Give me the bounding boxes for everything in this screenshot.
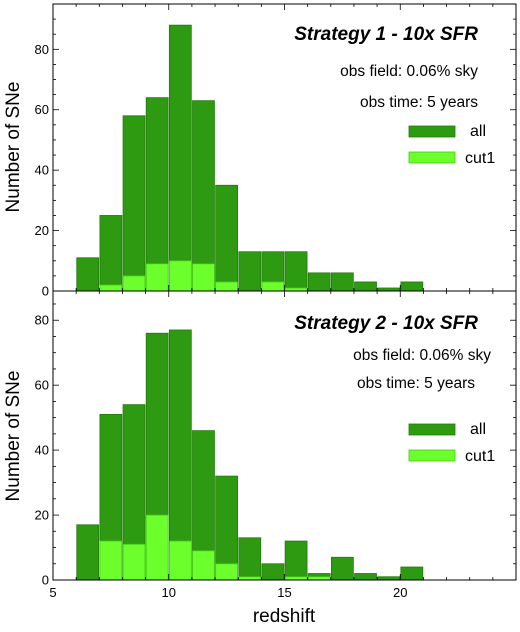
top-bar-all-7: [238, 251, 262, 292]
bottom-plot-frame: [52, 290, 517, 581]
top-bar-cut1-5: [192, 263, 215, 292]
bottom-y-tick-label: 60: [35, 378, 49, 393]
top-bar-cut1-6: [215, 281, 238, 292]
top-obs-field-note: obs field: 0.06% sky: [340, 63, 478, 80]
bottom-legend-swatch-cut1: [408, 449, 456, 462]
top-panel-title: Strategy 1 - 10x SFR: [294, 24, 478, 45]
top-bar-all-14: [400, 281, 424, 292]
top-bar-cut1-1: [99, 284, 123, 292]
top-y-tick-label: 0: [42, 284, 49, 299]
top-bar-all-6: [215, 184, 238, 292]
bottom-bar-cut1-5: [192, 550, 215, 581]
bottom-bar-all-11: [330, 556, 354, 581]
bottom-x-tick-label: 5: [49, 585, 56, 600]
bottom-legend-swatch-all: [408, 423, 456, 436]
top-y-tick-label: 80: [35, 42, 49, 57]
bottom-bar-cut1-3: [145, 514, 169, 581]
bottom-y-tick-label: 80: [35, 313, 49, 328]
top-legend-label-cut1: cut1: [465, 150, 495, 167]
bottom-bar-all-0: [76, 524, 100, 581]
bottom-bar-cut1-6: [215, 563, 238, 581]
top-plot-frame: [52, 3, 517, 292]
top-legend-swatch-cut1: [408, 151, 456, 164]
top-bar-cut1-8: [261, 281, 285, 292]
bottom-panel-title: Strategy 2 - 10x SFR: [294, 313, 478, 334]
top-bar-all-3: [145, 97, 169, 292]
top-bar-all-5: [192, 100, 215, 292]
bottom-bar-all-7: [238, 537, 262, 581]
top-bar-cut1-2: [122, 275, 146, 292]
top-y-tick-label: 60: [35, 102, 49, 117]
bottom-panel: 0 20 40 60 80 5 10 15 20: [35, 290, 517, 600]
top-bar-all-4: [168, 24, 192, 292]
bottom-bar-all-9: [284, 540, 308, 581]
bottom-bar-cut1-1: [99, 540, 123, 581]
top-bar-all-1: [99, 215, 123, 292]
bottom-legend-label-cut1: cut1: [465, 448, 495, 465]
top-bar-cut1-4: [168, 260, 192, 292]
bottom-y-tick-label: 20: [35, 508, 49, 523]
bottom-obs-field-note: obs field: 0.06% sky: [353, 347, 491, 364]
top-bar-all-9: [284, 251, 308, 292]
top-bar-all-10: [307, 272, 331, 292]
bottom-bar-all-14: [400, 566, 424, 581]
top-y-axis-title: Number of SNe: [3, 82, 24, 213]
top-y-tick-label: 40: [35, 163, 49, 178]
bottom-y-tick-label: 0: [42, 573, 49, 588]
top-obs-time-note: obs time: 5 years: [360, 94, 478, 111]
top-bar-cut1-3: [145, 263, 169, 292]
top-bar-all-2: [122, 115, 146, 292]
bottom-legend-label-all: all: [470, 421, 486, 438]
top-bar-all-11: [330, 272, 354, 292]
bottom-bar-all-8: [261, 563, 285, 581]
top-panel: 0 20 40 60 80: [35, 3, 517, 299]
top-legend-label-all: all: [470, 123, 486, 140]
bottom-y-tick-label: 40: [35, 443, 49, 458]
x-axis-title: redshift: [253, 606, 316, 627]
bottom-y-axis-title: Number of SNe: [3, 371, 24, 502]
bottom-bar-all-12: [354, 573, 377, 581]
bottom-x-tick-label: 10: [162, 585, 176, 600]
top-y-tick-label: 20: [35, 223, 49, 238]
bottom-bar-cut1-4: [168, 540, 192, 581]
bottom-x-tick-label: 20: [393, 585, 407, 600]
bottom-obs-time-note: obs time: 5 years: [357, 375, 475, 392]
bottom-x-tick-label: 15: [277, 585, 291, 600]
bottom-bar-cut1-2: [122, 543, 146, 581]
top-bar-all-0: [76, 257, 100, 292]
top-bar-all-12: [354, 281, 377, 292]
top-legend-swatch-all: [408, 125, 456, 138]
